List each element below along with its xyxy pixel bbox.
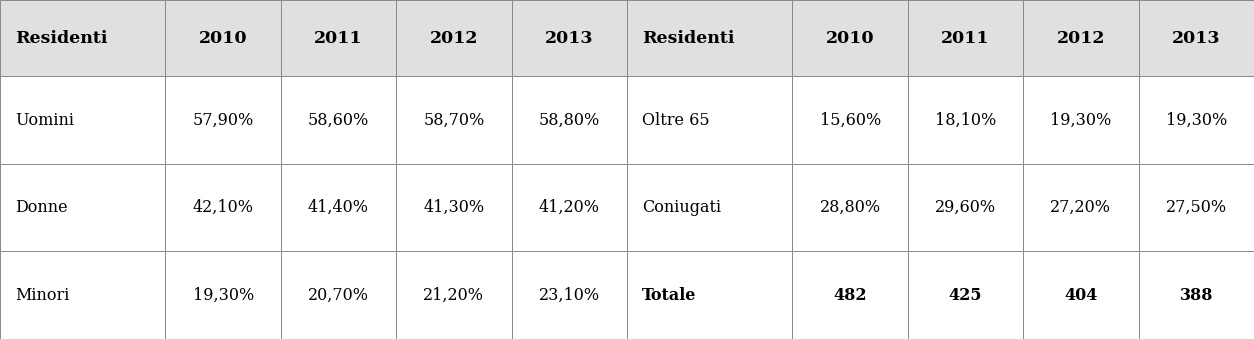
Text: 2011: 2011 <box>315 29 362 47</box>
Bar <box>512 251 627 339</box>
Bar <box>1023 76 1139 164</box>
Text: Coniugati: Coniugati <box>642 199 721 216</box>
Bar <box>512 0 627 76</box>
Text: 15,60%: 15,60% <box>820 112 880 128</box>
Text: 388: 388 <box>1180 286 1213 304</box>
Bar <box>512 164 627 251</box>
Text: 18,10%: 18,10% <box>935 112 996 128</box>
Bar <box>0 76 166 164</box>
Bar <box>396 76 512 164</box>
Text: 2010: 2010 <box>199 29 247 47</box>
Text: Uomini: Uomini <box>15 112 74 128</box>
Bar <box>1139 76 1254 164</box>
Bar <box>1139 0 1254 76</box>
Bar <box>0 251 166 339</box>
Text: 42,10%: 42,10% <box>193 199 253 216</box>
Text: 2012: 2012 <box>430 29 478 47</box>
Bar <box>0 164 166 251</box>
Bar <box>396 251 512 339</box>
Text: 19,30%: 19,30% <box>1166 112 1226 128</box>
Bar <box>0 0 166 76</box>
Text: 2010: 2010 <box>826 29 874 47</box>
Bar <box>281 251 396 339</box>
Bar <box>1023 0 1139 76</box>
Bar <box>1139 251 1254 339</box>
Text: 2013: 2013 <box>1172 29 1220 47</box>
Text: Minori: Minori <box>15 286 69 304</box>
Bar <box>512 76 627 164</box>
Text: 21,20%: 21,20% <box>424 286 484 304</box>
Text: 2013: 2013 <box>545 29 593 47</box>
Text: 58,60%: 58,60% <box>308 112 369 128</box>
Text: 29,60%: 29,60% <box>935 199 996 216</box>
Bar <box>166 164 281 251</box>
Bar <box>396 0 512 76</box>
Text: Oltre 65: Oltre 65 <box>642 112 710 128</box>
Bar <box>793 76 908 164</box>
Bar <box>166 0 281 76</box>
Text: 58,70%: 58,70% <box>424 112 484 128</box>
Bar <box>908 164 1023 251</box>
Bar <box>166 251 281 339</box>
Text: 425: 425 <box>949 286 982 304</box>
Text: 41,40%: 41,40% <box>308 199 369 216</box>
Text: 27,50%: 27,50% <box>1166 199 1226 216</box>
Text: 482: 482 <box>834 286 867 304</box>
Text: Residenti: Residenti <box>15 29 108 47</box>
Text: 41,30%: 41,30% <box>424 199 484 216</box>
Text: Donne: Donne <box>15 199 68 216</box>
Text: 19,30%: 19,30% <box>193 286 253 304</box>
Bar <box>627 164 793 251</box>
Bar <box>793 164 908 251</box>
Text: 41,20%: 41,20% <box>539 199 599 216</box>
Text: 57,90%: 57,90% <box>193 112 253 128</box>
Bar <box>627 0 793 76</box>
Bar <box>793 0 908 76</box>
Text: 23,10%: 23,10% <box>539 286 599 304</box>
Text: 58,80%: 58,80% <box>539 112 599 128</box>
Text: Totale: Totale <box>642 286 696 304</box>
Bar <box>1023 164 1139 251</box>
Bar <box>281 164 396 251</box>
Text: 2011: 2011 <box>942 29 989 47</box>
Bar <box>281 76 396 164</box>
Bar <box>627 251 793 339</box>
Bar <box>793 251 908 339</box>
Text: 404: 404 <box>1065 286 1097 304</box>
Text: 27,20%: 27,20% <box>1051 199 1111 216</box>
Bar <box>166 76 281 164</box>
Bar <box>281 0 396 76</box>
Text: 2012: 2012 <box>1057 29 1105 47</box>
Bar <box>627 76 793 164</box>
Text: Residenti: Residenti <box>642 29 735 47</box>
Bar <box>1139 164 1254 251</box>
Bar <box>396 164 512 251</box>
Text: 20,70%: 20,70% <box>308 286 369 304</box>
Bar <box>908 76 1023 164</box>
Bar <box>1023 251 1139 339</box>
Text: 28,80%: 28,80% <box>820 199 880 216</box>
Text: 19,30%: 19,30% <box>1051 112 1111 128</box>
Bar <box>908 251 1023 339</box>
Bar <box>908 0 1023 76</box>
